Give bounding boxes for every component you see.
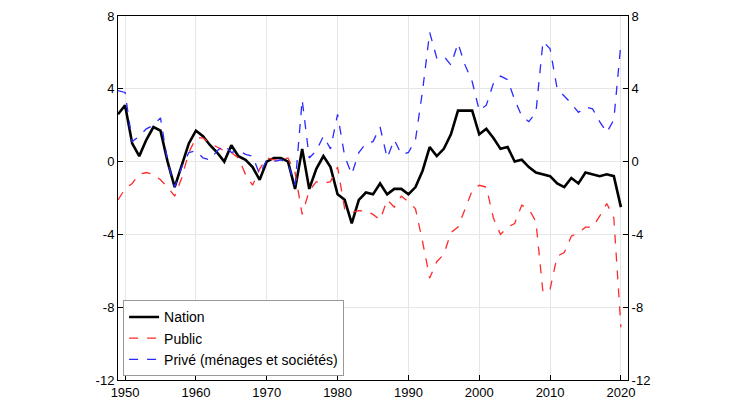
svg-text:-4: -4 <box>103 227 115 242</box>
svg-text:2000: 2000 <box>465 385 494 400</box>
svg-text:Public: Public <box>164 331 202 347</box>
svg-text:-4: -4 <box>632 227 644 242</box>
svg-text:0: 0 <box>632 154 639 169</box>
svg-text:4: 4 <box>632 81 639 96</box>
svg-text:-12: -12 <box>96 373 115 388</box>
svg-text:8: 8 <box>107 9 114 24</box>
svg-text:Nation: Nation <box>164 309 204 325</box>
svg-text:Privé (ménages et sociétés): Privé (ménages et sociétés) <box>164 352 338 368</box>
svg-text:4: 4 <box>107 81 114 96</box>
svg-text:1980: 1980 <box>323 385 352 400</box>
svg-text:1970: 1970 <box>252 385 281 400</box>
svg-text:8: 8 <box>632 9 639 24</box>
svg-text:1950: 1950 <box>111 385 140 400</box>
svg-text:-12: -12 <box>632 373 651 388</box>
svg-text:-8: -8 <box>632 300 644 315</box>
svg-text:2010: 2010 <box>536 385 565 400</box>
svg-text:2020: 2020 <box>606 385 635 400</box>
svg-text:-8: -8 <box>103 300 115 315</box>
svg-text:1990: 1990 <box>394 385 423 400</box>
svg-text:1960: 1960 <box>181 385 210 400</box>
svg-text:0: 0 <box>107 154 114 169</box>
